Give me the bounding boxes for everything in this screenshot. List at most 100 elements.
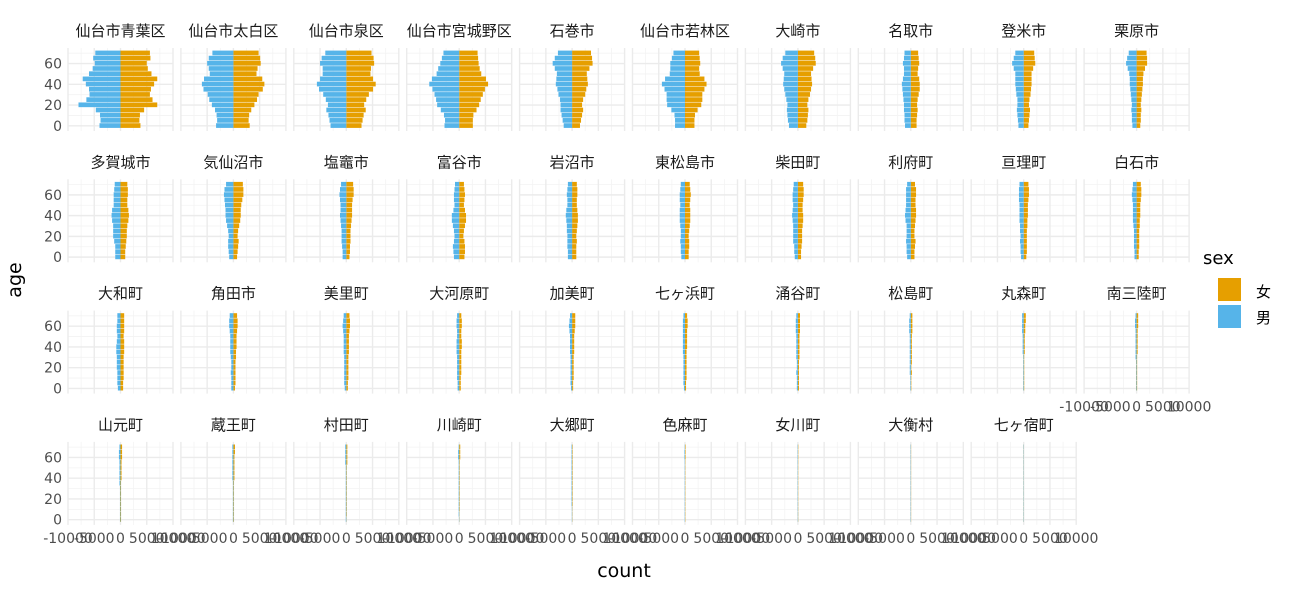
bar-female [1024, 375, 1025, 380]
bar-female [911, 344, 912, 349]
bar-male [904, 108, 911, 113]
bar-male [117, 324, 121, 329]
bar-female [685, 108, 698, 113]
bar-male [93, 56, 120, 61]
bar-female [685, 97, 702, 102]
bar-male [453, 223, 459, 228]
bar-male [906, 208, 911, 213]
bar-female [798, 249, 801, 254]
bar-male [227, 223, 233, 228]
bar-male [787, 113, 798, 118]
bar-male [784, 77, 798, 82]
bar-female [1137, 355, 1138, 360]
bar-male [346, 507, 347, 512]
bar-female [798, 187, 804, 192]
bar-female [1137, 329, 1138, 334]
x-tick-label: 0 [568, 531, 577, 547]
bar-female [685, 334, 687, 339]
bar-female [1137, 244, 1140, 249]
x-tick-label: 0 [1132, 400, 1141, 416]
bar-female [459, 213, 466, 218]
bar-male [1016, 92, 1023, 97]
bar-male [445, 118, 459, 123]
bar-male [571, 386, 572, 391]
facet-strip-label: 美里町 [324, 285, 369, 303]
bar-male [457, 324, 460, 329]
bar-male [793, 192, 798, 197]
y-tick-label: 60 [44, 188, 62, 204]
y-tick-label: 60 [44, 319, 62, 335]
bar-female [121, 444, 123, 449]
bar-male [681, 182, 685, 187]
bar-male [437, 71, 460, 76]
bar-female [685, 370, 687, 375]
bar-female [459, 197, 464, 202]
bar-male [233, 502, 234, 507]
bar-female [1024, 350, 1025, 355]
bar-male [795, 255, 798, 260]
bar-male [675, 118, 685, 123]
bar-male [567, 229, 572, 234]
bar-male [438, 66, 459, 71]
bar-male [328, 113, 346, 118]
bar-male [1133, 182, 1137, 187]
bar-female [572, 491, 573, 496]
bar-male [1022, 329, 1024, 334]
bar-male [783, 56, 798, 61]
bar-male [667, 97, 685, 102]
bar-male [1020, 218, 1024, 223]
bar-male [1015, 77, 1023, 82]
bar-male [459, 502, 460, 507]
bar-female [798, 182, 803, 187]
bar-female [121, 460, 122, 465]
bar-female [572, 249, 576, 254]
bar-female [121, 386, 124, 391]
bar-female [798, 108, 809, 113]
bar-male [906, 187, 911, 192]
bar-male [117, 318, 120, 323]
bar-female [1024, 334, 1025, 339]
bar-female [1137, 113, 1141, 118]
bar-male [683, 355, 685, 360]
bar-male [1023, 365, 1024, 370]
bar-male [567, 244, 572, 249]
bar-male [904, 102, 911, 107]
bar-female [572, 496, 573, 501]
bar-female [1024, 355, 1025, 360]
bar-male [684, 450, 685, 455]
bar-female [233, 386, 235, 391]
bar-female [685, 77, 704, 82]
bar-female [346, 203, 352, 208]
bar-male [230, 344, 233, 349]
bar-male [910, 350, 911, 355]
bar-female [572, 77, 587, 82]
bar-female [685, 218, 690, 223]
bar-female [685, 249, 689, 254]
bar-male [1023, 344, 1024, 349]
bar-female [459, 470, 460, 475]
bar-female [233, 313, 237, 318]
y-tick-label: 0 [53, 381, 62, 397]
bar-male [904, 66, 911, 71]
bar-male [457, 329, 459, 334]
bar-female [572, 455, 573, 460]
bar-male [226, 182, 233, 187]
bar-female [798, 71, 811, 76]
y-tick-label: 0 [53, 513, 62, 529]
bar-male [326, 108, 346, 113]
bar-female [572, 123, 580, 128]
bar-male [906, 203, 911, 208]
bar-female [233, 370, 235, 375]
bar-male [907, 234, 911, 239]
bar-female [911, 375, 912, 380]
bar-male [119, 455, 121, 460]
bar-male [570, 334, 572, 339]
bar-male [1017, 108, 1024, 113]
bar-female [233, 77, 262, 82]
x-tick-label: -5000 [638, 531, 679, 547]
bar-female [459, 460, 460, 465]
bar-female [346, 381, 348, 386]
bar-male [209, 97, 233, 102]
bar-male [458, 381, 460, 386]
bar-female [798, 239, 802, 244]
